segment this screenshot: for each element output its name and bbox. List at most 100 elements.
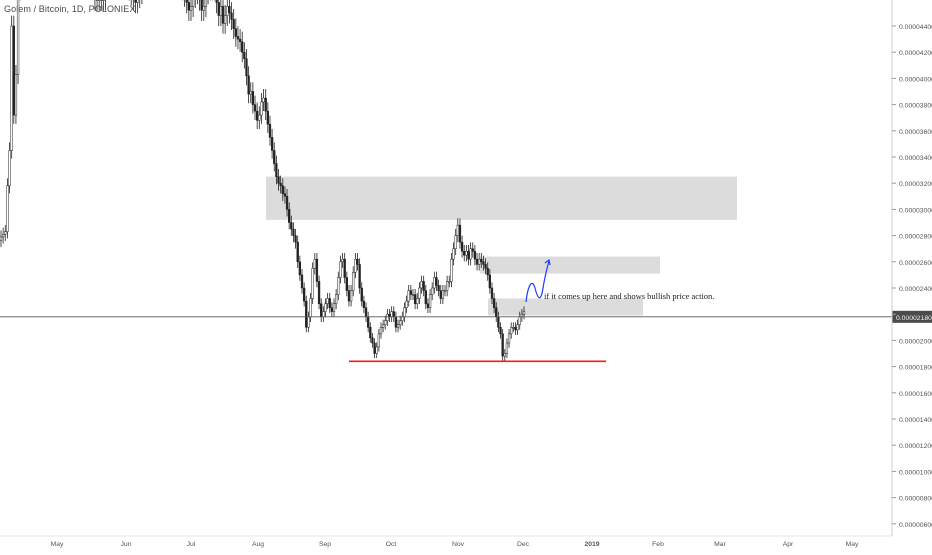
time-tick-label: May xyxy=(846,541,859,548)
price-tick-label: 0.00004000 xyxy=(899,76,932,83)
price-tick-label: 0.00002400 xyxy=(899,286,932,293)
candle-body xyxy=(285,196,289,210)
projection-arrow xyxy=(525,260,550,303)
time-tick-label: Jul xyxy=(187,541,196,548)
candle-body xyxy=(241,41,244,53)
candle-body xyxy=(305,300,308,328)
price-tick-label: 0.00003800 xyxy=(899,103,932,110)
candle-body xyxy=(386,313,389,322)
resistance-zone xyxy=(488,298,643,316)
candle-body xyxy=(307,316,310,328)
price-tick-label: 0.00003600 xyxy=(899,129,932,136)
candle-body xyxy=(399,320,402,325)
candle-body xyxy=(322,311,325,318)
time-tick-label: 2019 xyxy=(584,541,599,548)
candle-body xyxy=(507,333,511,344)
candle-body xyxy=(452,248,455,260)
lines-layer: 0.00002180 xyxy=(0,258,932,363)
candle-body xyxy=(262,97,265,103)
candle-body xyxy=(405,300,408,308)
candle-body xyxy=(204,0,208,7)
candle-body xyxy=(281,185,284,194)
candle-body xyxy=(458,224,462,243)
candle-body xyxy=(317,281,321,304)
candle-body xyxy=(482,261,485,265)
price-tick-label: 0.00001600 xyxy=(899,391,932,398)
candle-body xyxy=(294,235,297,243)
candles-layer xyxy=(0,0,526,361)
candle-body xyxy=(339,261,342,278)
candle-body xyxy=(356,258,359,265)
candle-body xyxy=(217,2,220,16)
candle-body xyxy=(300,274,304,289)
candle-body xyxy=(191,0,195,7)
candle-body xyxy=(290,222,293,230)
candle-body xyxy=(10,25,13,151)
candle-body xyxy=(345,277,348,291)
candle-body xyxy=(488,274,491,289)
candle-body xyxy=(349,290,353,302)
candle-body xyxy=(320,303,323,318)
candle-body xyxy=(185,0,188,3)
price-tick-label: 0.00003400 xyxy=(899,155,932,162)
candle-body xyxy=(236,36,240,40)
candle-body xyxy=(136,0,139,3)
candle-body xyxy=(341,258,344,263)
time-tick-label: Mar xyxy=(714,541,726,548)
price-tick-label: 0.00002800 xyxy=(899,234,932,241)
candle-body xyxy=(347,290,351,302)
candle-body xyxy=(411,294,415,296)
candle-body xyxy=(394,316,398,328)
price-tick-label: 0.00001000 xyxy=(899,469,932,476)
candle-body xyxy=(501,333,504,357)
candle-body xyxy=(431,287,434,295)
candle-body xyxy=(311,268,314,299)
candle-body xyxy=(221,6,225,24)
candle-body xyxy=(238,38,242,42)
candle-body xyxy=(334,294,338,304)
candle-body xyxy=(228,6,231,14)
candle-body xyxy=(245,58,248,77)
candle-body xyxy=(499,327,502,335)
time-tick-label: Jun xyxy=(121,541,132,548)
candle-body xyxy=(497,316,500,328)
candle-body xyxy=(396,324,400,328)
candle-body xyxy=(420,281,423,289)
time-tick-label: Apr xyxy=(783,541,794,548)
candle-body xyxy=(512,327,515,329)
chart-title: Golem / Bitcoin, 1D, POLONIEX xyxy=(4,4,136,14)
price-tick-label: 0.00001400 xyxy=(899,417,932,424)
candle-body xyxy=(469,248,472,260)
candle-body xyxy=(100,0,103,1)
candle-body xyxy=(277,176,280,184)
candle-body xyxy=(251,91,255,105)
candle-body xyxy=(377,333,380,348)
candle-body xyxy=(275,163,278,177)
candle-body xyxy=(223,15,227,24)
candle-body xyxy=(247,75,250,95)
price-tick-label: 0.00003200 xyxy=(899,181,932,188)
candle-body xyxy=(373,342,376,354)
candle-body xyxy=(260,101,263,116)
candle-body xyxy=(302,287,306,302)
candle-body xyxy=(360,287,363,302)
candle-body xyxy=(456,224,459,236)
candle-body xyxy=(332,303,336,312)
candle-body xyxy=(379,327,383,335)
candle-body xyxy=(283,193,287,197)
candle-body xyxy=(249,91,252,95)
candle-body xyxy=(522,311,526,315)
time-tick-label: Aug xyxy=(252,541,264,548)
candle-body xyxy=(473,251,477,260)
candle-body xyxy=(516,324,519,331)
candle-body xyxy=(463,251,466,256)
price-tick-label: 0.00001200 xyxy=(899,443,932,450)
candle-body xyxy=(439,290,442,299)
zones-layer xyxy=(266,176,737,316)
current-price-tag xyxy=(892,310,932,323)
candle-body xyxy=(253,104,257,112)
candle-body xyxy=(4,231,7,235)
candle-body xyxy=(337,277,340,295)
